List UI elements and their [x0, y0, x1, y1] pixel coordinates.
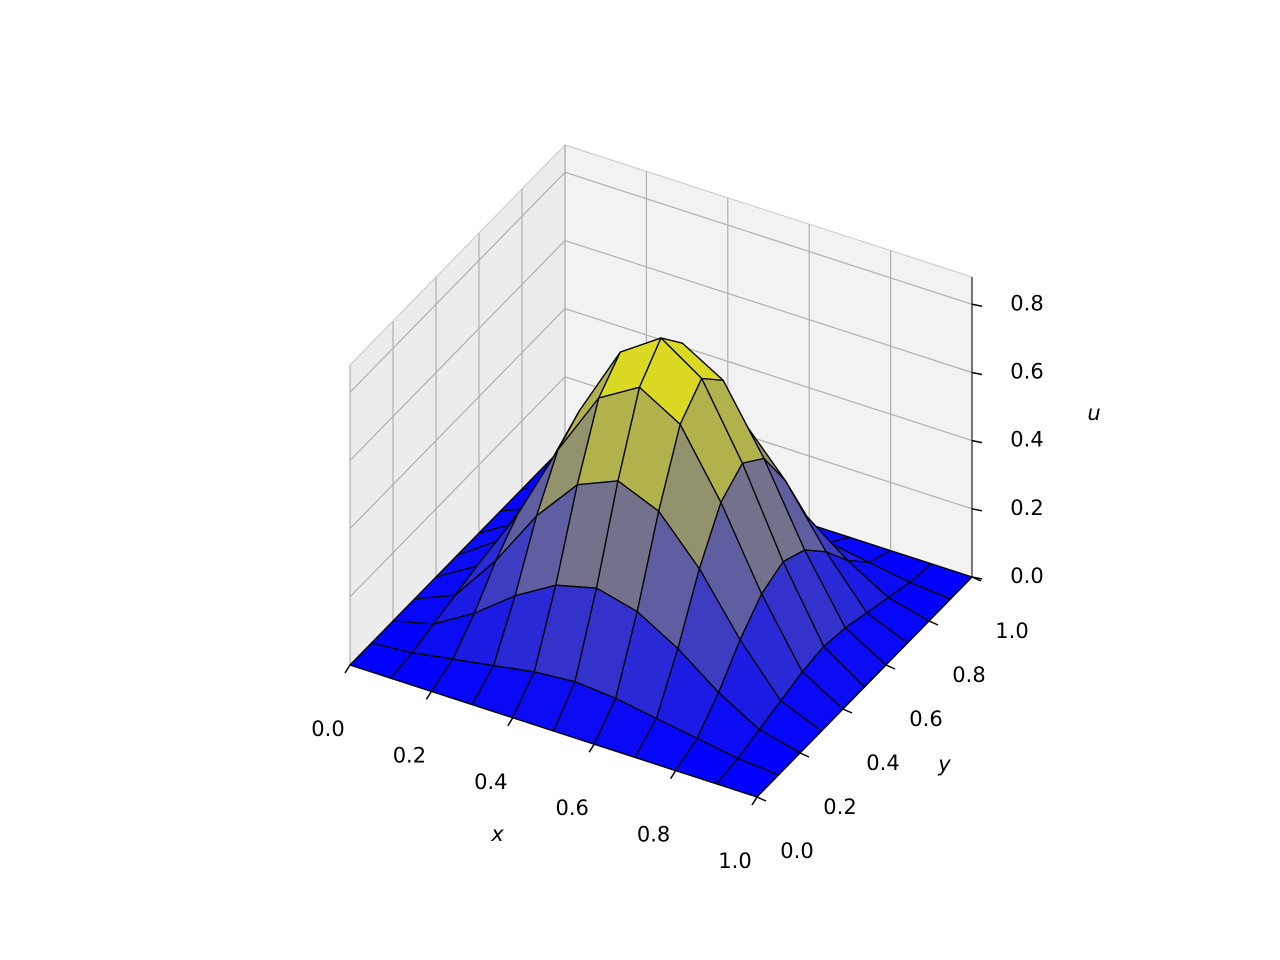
x-tick — [751, 796, 758, 806]
y-tick — [928, 620, 939, 626]
x-tick — [507, 717, 514, 727]
y-tick — [885, 664, 896, 670]
x-tick-label: 0.8 — [637, 823, 670, 847]
z-tick — [971, 439, 983, 444]
x-tick — [588, 743, 595, 753]
y-tick-label: 0.4 — [866, 751, 899, 775]
grid-line — [349, 239, 973, 461]
y-tick-label: 0.0 — [780, 839, 813, 863]
z-tick-label: 0.8 — [1010, 291, 1043, 315]
x-tick-label: 1.0 — [718, 849, 751, 873]
x-tick-label: 0.6 — [555, 796, 588, 820]
y-tick-label: 0.2 — [823, 795, 856, 819]
z-tick-label: 0.6 — [1010, 359, 1043, 383]
z-tick — [971, 371, 983, 376]
x-tick — [425, 691, 433, 700]
x-tick-label: 0.2 — [393, 743, 426, 767]
x-tick-label: 0.4 — [474, 770, 507, 794]
z-tick-label: 0.0 — [1010, 564, 1043, 588]
z-axis-label: u — [1087, 401, 1100, 425]
x-tick-label: 0.0 — [311, 717, 344, 741]
z-tick — [971, 576, 983, 580]
grid-line — [349, 307, 973, 530]
x-axis-label: x — [490, 822, 504, 846]
z-tick-label: 0.4 — [1010, 428, 1043, 452]
z-tick-label: 0.2 — [1010, 496, 1043, 520]
y-tick — [756, 796, 767, 802]
z-tick — [971, 508, 983, 512]
y-tick-label: 1.0 — [995, 619, 1028, 643]
y-tick — [799, 752, 810, 758]
y-tick-label: 0.6 — [909, 707, 942, 731]
x-tick — [344, 664, 351, 674]
y-axis-label: y — [937, 752, 951, 776]
grid-line — [349, 171, 973, 393]
y-tick — [842, 708, 853, 714]
x-tick — [669, 770, 677, 779]
x-axis-line — [349, 664, 758, 798]
y-axis-line — [756, 576, 973, 798]
grid-line — [349, 376, 973, 598]
y-tick-label: 0.8 — [952, 663, 985, 687]
z-tick — [971, 303, 983, 308]
